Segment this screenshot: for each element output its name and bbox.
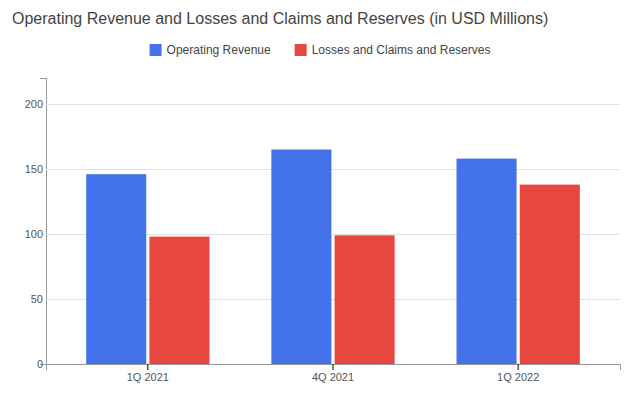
grid-line [46, 104, 620, 105]
y-tick: 200 [25, 98, 620, 110]
bar [457, 159, 517, 364]
y-tick-label: 0 [37, 358, 43, 370]
tick-mark [518, 364, 519, 370]
legend-item: Operating Revenue [150, 43, 271, 57]
bar [520, 185, 580, 364]
x-tick-label: 1Q 2021 [127, 371, 169, 383]
x-tick-label: 4Q 2021 [312, 371, 354, 383]
plot: 0 50 100 150 200 1Q 2021 4Q 2021 1Q 2022 [25, 79, 621, 383]
x-tick-label: 1Q 2022 [497, 371, 539, 383]
x-axis-line [47, 365, 621, 371]
bar [271, 150, 331, 365]
x-tick: 1Q 2022 [497, 364, 539, 383]
bar [335, 235, 395, 364]
tick-mark [333, 364, 334, 370]
series [149, 185, 579, 364]
x-axis: 1Q 2021 4Q 2021 1Q 2022 [47, 364, 621, 383]
legend-label: Operating Revenue [167, 43, 271, 57]
legend-label: Losses and Claims and Reserves [312, 43, 491, 57]
y-tick-label: 100 [25, 228, 43, 240]
y-axis-line [40, 79, 47, 365]
series [86, 150, 516, 365]
bars [86, 150, 580, 365]
legend-swatch [295, 44, 307, 56]
chart: Operating Revenue and Losses and Claims … [0, 0, 640, 396]
grid-line [46, 169, 620, 170]
legend-swatch [150, 44, 162, 56]
bar [86, 174, 146, 364]
bar [149, 237, 209, 364]
tick-mark [147, 364, 148, 370]
y-axis: 0 50 100 150 200 [25, 79, 620, 371]
title: Operating Revenue and Losses and Claims … [12, 10, 548, 27]
x-tick: 4Q 2021 [312, 364, 354, 383]
y-tick-label: 200 [25, 98, 43, 110]
x-tick: 1Q 2021 [127, 364, 169, 383]
legend: Operating Revenue Losses and Claims and R… [150, 43, 491, 57]
y-tick-label: 50 [31, 293, 43, 305]
legend-item: Losses and Claims and Reserves [295, 43, 491, 57]
y-tick-label: 150 [25, 163, 43, 175]
